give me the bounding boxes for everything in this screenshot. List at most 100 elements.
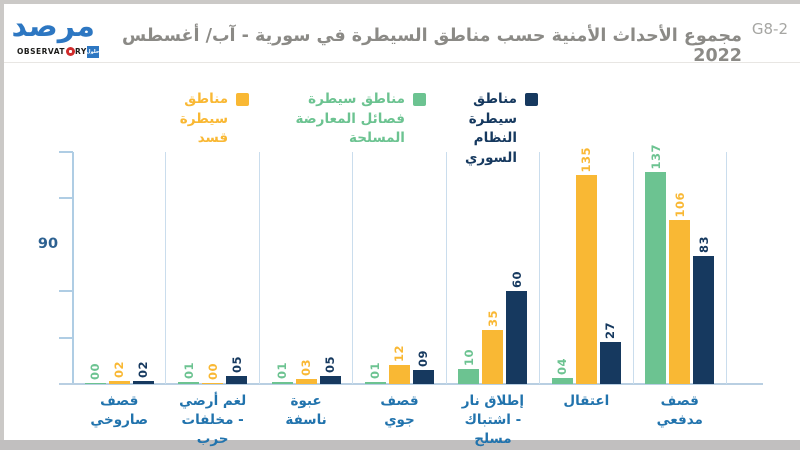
bar-value-label: 05 [323,356,338,374]
bar-cluster: 00 02 02 [73,152,165,384]
bar-value-label: 00 [88,362,103,380]
bar-value-label: 01 [181,362,196,380]
bar-sdf [295,379,317,384]
legend-label-opposition: مناطق سيطرة فصائل المعارضة المسلحة [295,91,405,147]
bar-slot: 00 [84,152,106,384]
bar-sdf [575,175,597,384]
category-label: عبوة ناسفة [285,393,327,428]
bar-cluster: 10 35 60 [447,152,539,384]
legend-item-opposition: مناطق سيطرة فصائل المعارضة المسلحة [249,90,426,149]
bar-opposition [84,383,106,384]
bar-slot: 12 [388,152,410,384]
bar-cluster: 01 03 05 [260,152,352,384]
bar-slot: 106 [669,152,691,384]
bar-slot: 04 [551,152,573,384]
bar-sdf [202,383,224,384]
bar-value-label: 01 [275,362,290,380]
y-axis-tick [59,336,73,339]
category-label: اعتقال [563,393,610,409]
bar-value-label: 09 [416,350,431,368]
y-axis-tick [59,197,73,200]
bar-slot: 05 [226,152,248,384]
category-label: إطلاق نار - اشتباك مسلح [461,393,525,447]
bar-value-label: 03 [299,359,314,377]
bar-sdf [482,329,504,384]
bar-value-label: 35 [485,309,500,327]
legend: مناطق سيطرة النظام السوري مناطق سيطرة فص… [140,90,538,168]
bar-slot: 03 [295,152,317,384]
legend-item-regime: مناطق سيطرة النظام السوري [426,90,538,168]
bar-slot: 02 [132,152,154,384]
y-axis-line [72,152,74,385]
category-label: لغم أرضي - مخلفات حرب [179,393,247,447]
bar-opposition [178,382,200,384]
bar-slot: 09 [412,152,434,384]
bar-regime [506,291,528,384]
x-axis-line [59,383,763,385]
bar-sdf [108,380,130,384]
bar-slot: 60 [506,152,528,384]
logo-observatory-right: RY [75,47,87,56]
bar-sdf [669,220,691,384]
legend-label-regime: مناطق سيطرة النظام السوري [464,91,517,166]
y-axis-tick [59,151,73,153]
bar-opposition [458,368,480,384]
bar-value-label: 02 [112,360,127,378]
bar-value-label: 02 [136,360,151,378]
category-group-1: 01 00 05 لغم أرضي - مخلفات حرب [166,152,260,447]
bar-value-label: 60 [509,271,524,289]
bar-slot: 135 [575,147,597,384]
logo-latin-row: OBSERVAT RY حلول [17,45,99,58]
bar-cluster: 01 12 09 [353,152,445,384]
category-group-2: 01 03 05 عبوة ناسفة [260,152,354,428]
bar-value-label: 27 [603,322,618,340]
bar-slot: 01 [364,152,386,384]
category-label: قصف صاروخي [90,393,149,428]
bar-value-label: 00 [205,362,220,380]
bar-slot: 05 [319,152,341,384]
bar-opposition [551,377,573,384]
frame-bottom-strip [0,440,800,450]
category-label: قصف مدفعي [656,393,703,428]
bar-value-label: 10 [461,348,476,366]
bar-value-label: 137 [648,143,663,170]
bar-value-label: 04 [555,357,570,375]
bar-slot: 02 [108,152,130,384]
bar-value-label: 01 [368,362,383,380]
legend-swatch-sdf [236,93,250,106]
category-group-3: 01 12 09 قصف جوي [353,152,447,428]
bar-regime [412,370,434,384]
logo-badge: حلول [86,45,99,58]
bar-regime [693,255,715,384]
bar-cluster: 137 106 83 [634,144,726,384]
bar-slot: 01 [271,152,293,384]
bar-value-label: 12 [392,345,407,363]
category-group-5: 04 135 27 اعتقال [540,147,634,409]
frame-left-strip [0,4,4,440]
bar-slot: 35 [482,152,504,384]
bar-slot: 01 [178,152,200,384]
logo-target-icon [65,47,75,56]
legend-item-sdf: مناطق سيطرة قسد [140,90,250,149]
logo-arabic-wordmark: مرصد [11,9,95,44]
bar-value-label: 83 [696,235,711,253]
bar-value-label: 106 [672,191,687,218]
header-divider [4,62,800,63]
observatory-logo: مرصد OBSERVAT RY حلول [11,9,99,58]
logo-observatory-text: OBSERVAT RY [17,47,87,56]
bar-regime [226,376,248,384]
bar-slot: 27 [599,152,621,384]
frame-top-strip [0,0,800,4]
bar-value-label: 05 [229,356,244,374]
figure-code: G8-2 [751,20,788,38]
legend-swatch-regime [525,93,538,106]
bar-regime [599,342,621,384]
legend-label-sdf: مناطق سيطرة قسد [179,91,229,147]
bar-opposition [364,382,386,384]
bar-opposition [271,382,293,384]
category-group-4: 10 35 60 إطلاق نار - اشتباك مسلح [447,152,541,447]
bar-cluster: 01 00 05 [166,152,258,384]
bar-regime [319,376,341,384]
logo-observatory-left: OBSERVAT [17,47,66,56]
